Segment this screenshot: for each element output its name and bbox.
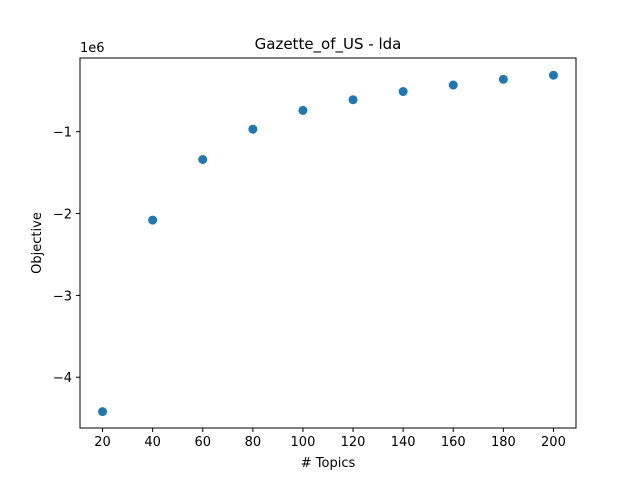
x-tick-label: 120 xyxy=(341,435,366,450)
data-points xyxy=(98,70,558,417)
data-point xyxy=(198,155,208,165)
data-point xyxy=(248,124,258,134)
y-axis-label: Objective xyxy=(30,212,45,274)
y-tick-label: −1 xyxy=(53,126,72,141)
x-axis-label: # Topics xyxy=(301,456,356,471)
x-tick-label: 100 xyxy=(291,435,316,450)
y-offset-label: 1e6 xyxy=(80,41,105,56)
x-tick-label: 80 xyxy=(245,435,262,450)
plot-frame xyxy=(79,57,577,429)
x-tick-label: 40 xyxy=(144,435,161,450)
y-axis: −4 −3 −2 −1 xyxy=(53,126,80,386)
x-tick-label: 140 xyxy=(391,435,416,450)
y-tick-label: −4 xyxy=(53,371,72,386)
x-tick-label: 160 xyxy=(441,435,466,450)
x-tick-label: 20 xyxy=(94,435,111,450)
x-tick-label: 180 xyxy=(491,435,516,450)
y-tick-label: −3 xyxy=(53,289,72,304)
y-tick-label: −2 xyxy=(53,208,72,223)
data-point xyxy=(548,70,558,80)
data-point xyxy=(348,95,358,105)
x-axis: 20 40 60 80 100 120 140 160 180 200 xyxy=(94,428,566,450)
chart-title: Gazette_of_US - lda xyxy=(255,35,402,54)
data-point xyxy=(448,80,458,90)
data-point xyxy=(298,105,308,115)
data-point xyxy=(498,74,508,84)
x-tick-label: 200 xyxy=(541,435,566,450)
data-point xyxy=(98,407,108,417)
x-tick-label: 60 xyxy=(194,435,211,450)
data-point xyxy=(148,215,158,225)
data-point xyxy=(398,87,408,97)
